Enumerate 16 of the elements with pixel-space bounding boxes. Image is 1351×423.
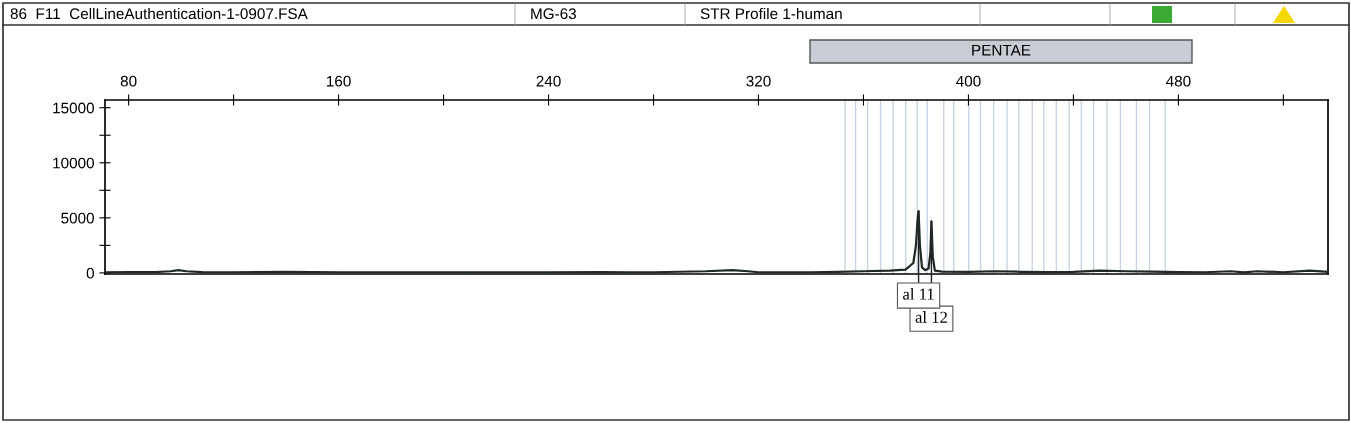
x-tick-label: 480: [1166, 75, 1191, 87]
y-tick-label: 5000: [61, 212, 94, 224]
annotation: al 11: [903, 287, 934, 300]
x-tick-label: 320: [746, 75, 771, 87]
x-tick-label: 80: [120, 75, 137, 87]
x-tick-label: 400: [956, 75, 981, 87]
x-tick-label: 240: [536, 75, 561, 87]
annotation: al 12: [915, 311, 947, 323]
text: 86 F11 CellLineAuthentication-1-0907.FSA: [10, 7, 308, 20]
y-tick-label: 0: [86, 267, 94, 279]
y-tick-label: 15000: [53, 102, 94, 114]
y-tick-label: 10000: [53, 157, 94, 169]
text: MG-63: [531, 8, 577, 20]
x-tick-label: 160: [327, 75, 351, 87]
text: STR Profile 1-human: [700, 7, 842, 20]
text: PENTAE: [972, 44, 1031, 56]
